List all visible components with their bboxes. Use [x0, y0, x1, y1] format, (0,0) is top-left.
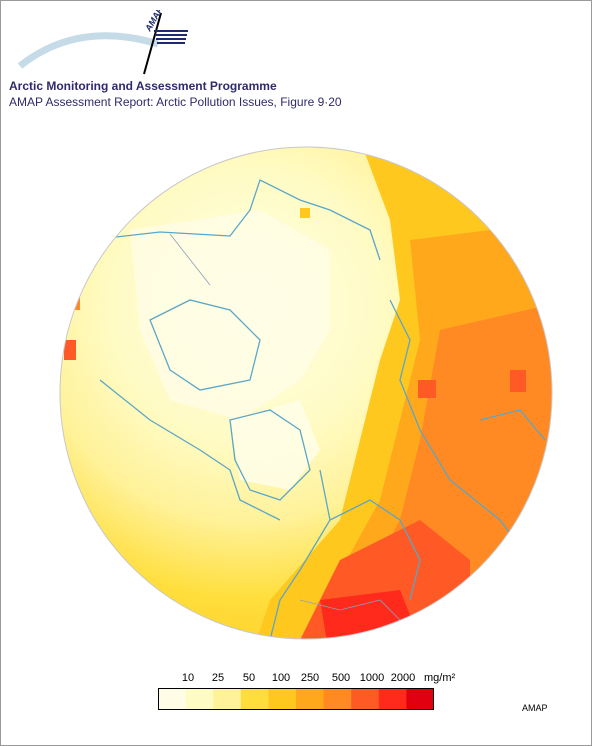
- credit-label: AMAP: [522, 703, 548, 713]
- page-title: Arctic Monitoring and Assessment Program…: [9, 79, 277, 93]
- legend-swatch: [240, 688, 269, 710]
- legend-tick: 50: [242, 672, 256, 684]
- logo-arc: [18, 32, 160, 69]
- legend-swatch: [185, 688, 214, 710]
- legend-tick: 500: [331, 672, 351, 684]
- legend-swatch: [268, 688, 297, 710]
- page-subtitle: AMAP Assessment Report: Arctic Pollution…: [9, 95, 342, 109]
- zone-arctic-ocean: [130, 210, 330, 420]
- globe-disc: [60, 147, 552, 639]
- legend-tick: 1000: [359, 672, 385, 684]
- legend-swatch: [378, 688, 407, 710]
- hotspot-siberia: [510, 370, 526, 392]
- country-boundaries: [169, 233, 401, 621]
- legend-swatch: [351, 688, 380, 710]
- globe-outline: [59, 146, 553, 640]
- legend-tick: 10: [181, 672, 195, 684]
- legend-unit: mg/m²: [424, 672, 456, 684]
- coastlines: [89, 179, 546, 639]
- hotspot-pacific: [64, 340, 76, 360]
- hotspot-norilsk: [418, 380, 436, 398]
- zone-central-europe: [320, 590, 420, 639]
- logo-flag: [154, 30, 188, 44]
- legend-swatch: [213, 688, 242, 710]
- legend-tick: 100: [271, 672, 291, 684]
- legend-border: [158, 688, 434, 710]
- logo-stroke: [143, 12, 162, 75]
- amap-logo: AMAP: [18, 10, 188, 75]
- zone-greenland: [230, 400, 320, 490]
- legend-tick: 25: [211, 672, 225, 684]
- legend-swatch: [406, 688, 434, 710]
- legend-swatch: [158, 688, 187, 710]
- hotspot-alaska: [60, 280, 80, 310]
- legend-swatch: [296, 688, 325, 710]
- hotspot-chukotka: [300, 208, 310, 218]
- legend-tick: 250: [300, 672, 320, 684]
- color-legend: [158, 688, 434, 710]
- legend-swatch: [323, 688, 352, 710]
- legend-tick: 2000: [390, 672, 416, 684]
